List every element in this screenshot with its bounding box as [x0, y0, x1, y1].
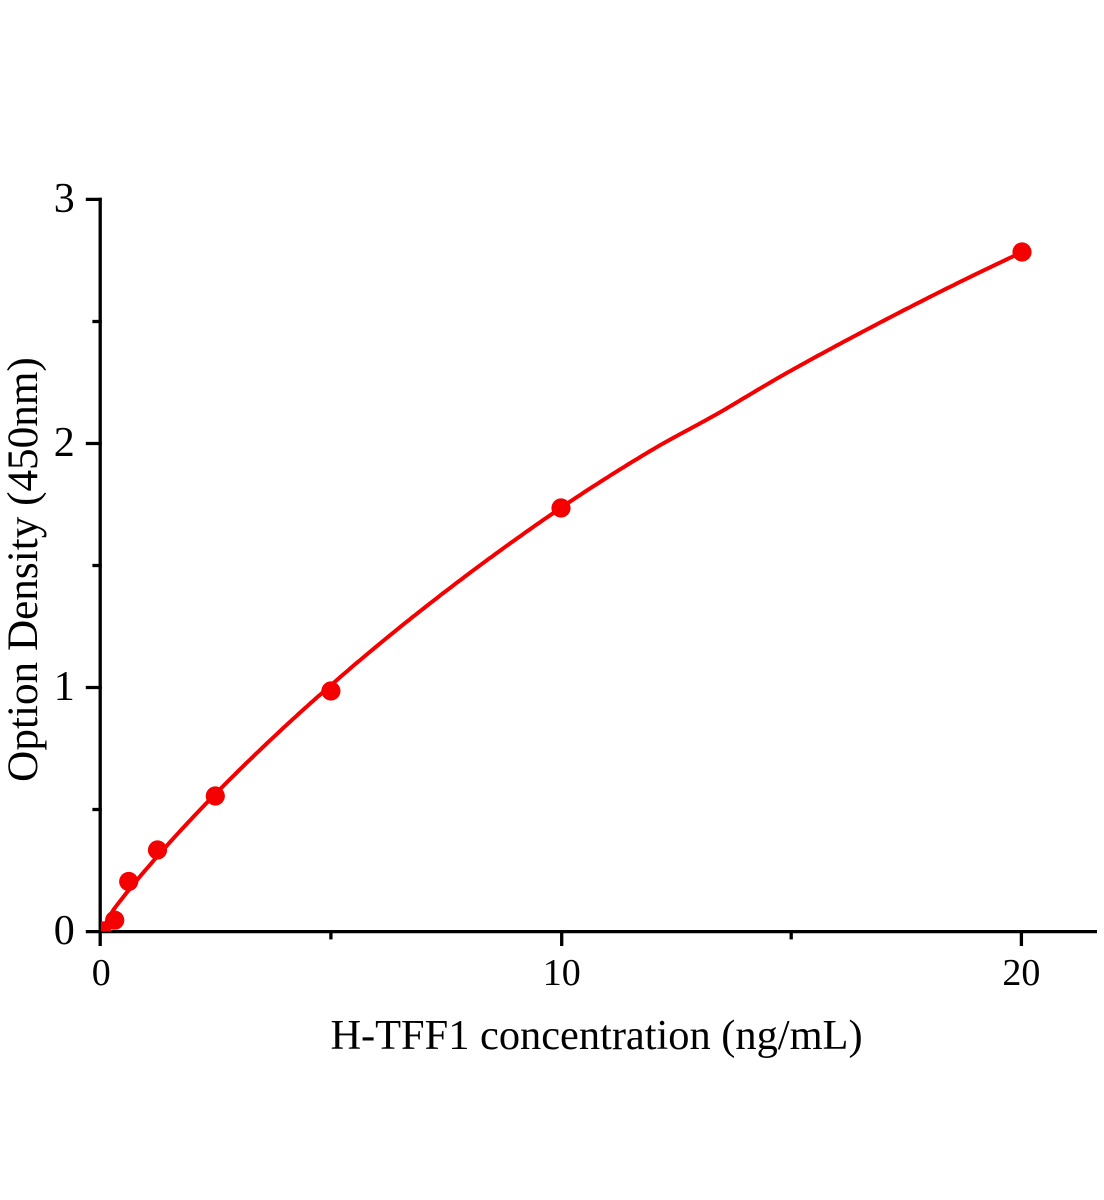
svg-text:1: 1 — [54, 664, 75, 710]
svg-text:3: 3 — [54, 176, 75, 222]
svg-text:H-TFF1 concentration (ng/mL): H-TFF1 concentration (ng/mL) — [330, 1012, 862, 1059]
svg-text:0: 0 — [92, 952, 111, 994]
svg-text:Option Density (450nm): Option Density (450nm) — [0, 357, 47, 782]
svg-text:10: 10 — [543, 952, 581, 994]
svg-text:0: 0 — [54, 908, 75, 954]
svg-text:2: 2 — [54, 420, 75, 466]
svg-text:20: 20 — [1002, 952, 1040, 994]
